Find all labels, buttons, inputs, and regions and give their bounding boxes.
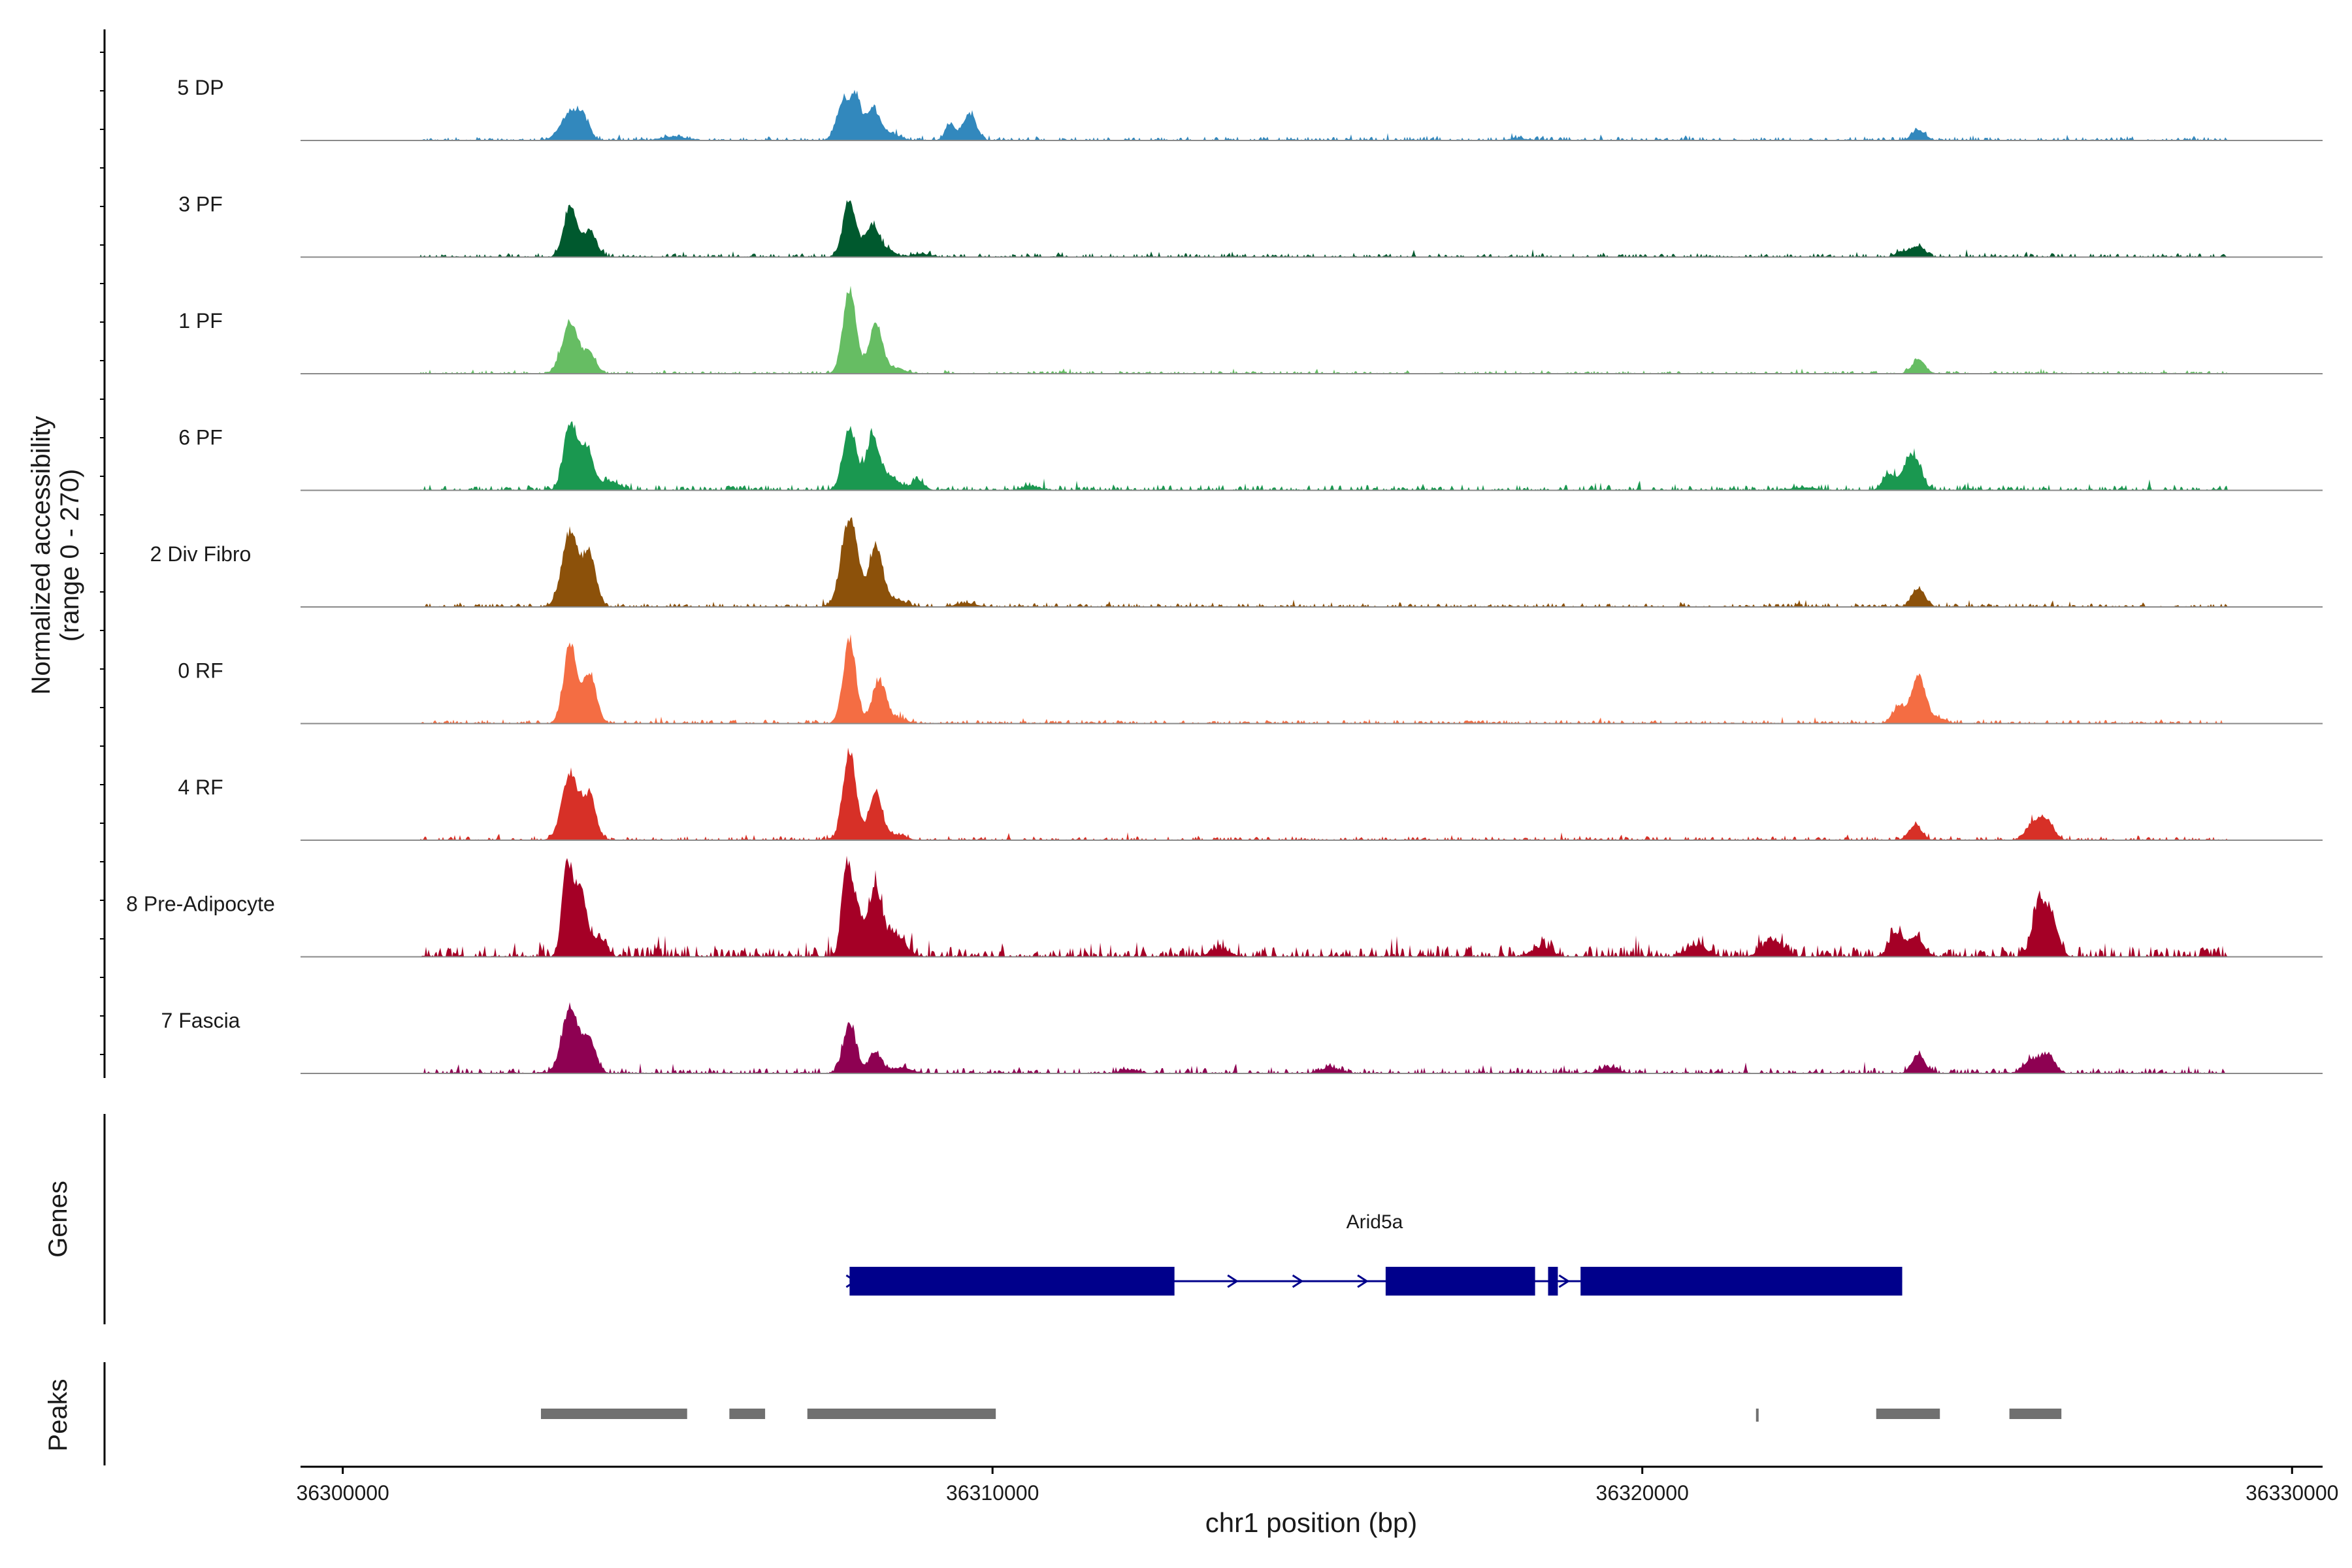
coverage-area-7-fascia bbox=[301, 1002, 2323, 1073]
genes-panel-label: Genes bbox=[44, 1181, 73, 1258]
peaks-panel-label: Peaks bbox=[44, 1379, 73, 1451]
coverage-area-4-rf bbox=[301, 747, 2323, 840]
coverage-area-8-pre-adipocyte bbox=[301, 855, 2323, 957]
gene-exon-3 bbox=[1548, 1267, 1558, 1296]
gene-track bbox=[845, 1267, 1903, 1296]
track-label-5-dp: 5 DP bbox=[177, 76, 223, 99]
y-axis-label: Normalized accessibility bbox=[27, 416, 56, 695]
coverage-area-0-rf bbox=[301, 634, 2323, 724]
strand-arrow bbox=[1357, 1274, 1369, 1288]
x-axis-label: chr1 position (bp) bbox=[1205, 1507, 1418, 1538]
track-label-0-rf: 0 RF bbox=[178, 659, 223, 683]
peak-region-1 bbox=[540, 1409, 687, 1419]
track-label-2-div-fibro: 2 Div Fibro bbox=[150, 542, 252, 566]
coverage-area-5-dp bbox=[301, 90, 2323, 140]
peaks-track bbox=[540, 1409, 2062, 1422]
track-label-6-pf: 6 PF bbox=[178, 426, 223, 449]
peak-region-6 bbox=[2009, 1409, 2062, 1419]
strand-arrow bbox=[1292, 1274, 1304, 1288]
track-label-4-rf: 4 RF bbox=[178, 776, 223, 799]
coverage-y-ticks bbox=[100, 52, 105, 1055]
coverage-area-6-pf bbox=[301, 421, 2323, 491]
gene-exon-4 bbox=[1580, 1267, 1903, 1296]
gene-name-label: Arid5a bbox=[1347, 1211, 1403, 1233]
peak-region-5 bbox=[1876, 1409, 1940, 1419]
peak-region-4 bbox=[1756, 1409, 1759, 1422]
x-axis-ticks: 36300000 36310000 36320000 36330000 bbox=[296, 1467, 2338, 1505]
strand-arrow bbox=[1558, 1274, 1571, 1288]
coverage-area-1-pf bbox=[301, 286, 2323, 374]
track-labels: 5 DP 3 PF 1 PF 6 PF 2 Div Fibro 0 RF 4 RF 8 Pre… bbox=[126, 76, 275, 1032]
gene-exon-2 bbox=[1385, 1267, 1535, 1296]
strand-arrow bbox=[1227, 1274, 1239, 1288]
track-label-1-pf: 1 PF bbox=[178, 309, 223, 333]
tracks-layer bbox=[301, 90, 2323, 1074]
gene-exon-1 bbox=[849, 1267, 1175, 1296]
coverage-area-3-pf bbox=[301, 200, 2323, 257]
peak-region-2 bbox=[729, 1409, 766, 1419]
x-tick-label: 36320000 bbox=[1596, 1481, 1689, 1505]
track-label-8-pre-adipocyte: 8 Pre-Adipocyte bbox=[126, 892, 275, 916]
peak-region-3 bbox=[807, 1409, 996, 1419]
y-axis-range-label: (range 0 - 270) bbox=[56, 469, 84, 642]
x-tick-label: 36330000 bbox=[2246, 1481, 2338, 1505]
coverage-area-2-div-fibro bbox=[301, 517, 2323, 607]
track-label-7-fascia: 7 Fascia bbox=[161, 1009, 240, 1032]
x-tick-label: 36300000 bbox=[296, 1481, 389, 1505]
track-label-3-pf: 3 PF bbox=[178, 193, 223, 216]
x-tick-label: 36310000 bbox=[946, 1481, 1039, 1505]
